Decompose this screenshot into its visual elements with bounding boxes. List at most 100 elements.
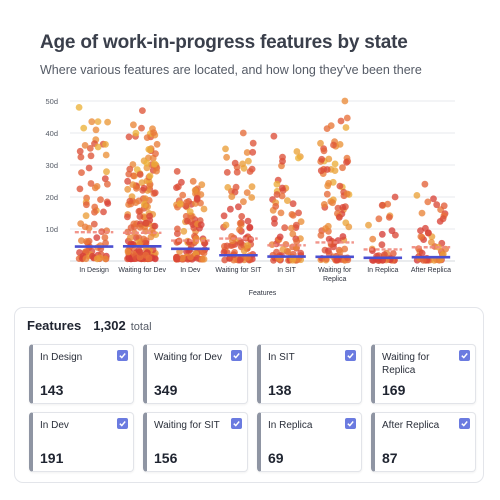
tile-in-sit[interactable]: In SIT 138 bbox=[257, 344, 362, 404]
data-point bbox=[179, 191, 187, 199]
data-point bbox=[136, 171, 144, 178]
data-point bbox=[421, 180, 429, 188]
data-point bbox=[75, 104, 83, 111]
data-point bbox=[85, 164, 93, 172]
data-point bbox=[146, 212, 154, 220]
data-point bbox=[276, 233, 284, 241]
data-point bbox=[174, 183, 182, 191]
data-point bbox=[200, 205, 208, 213]
checkbox-checked-icon[interactable] bbox=[345, 350, 356, 361]
data-point bbox=[330, 141, 337, 149]
data-point bbox=[288, 211, 296, 218]
data-point bbox=[317, 231, 325, 239]
data-point bbox=[433, 201, 441, 209]
data-point bbox=[173, 254, 181, 261]
data-point bbox=[339, 204, 347, 211]
data-point bbox=[131, 229, 139, 237]
data-point bbox=[174, 230, 181, 238]
data-point bbox=[279, 246, 287, 254]
data-point bbox=[136, 253, 144, 261]
data-point bbox=[323, 190, 331, 198]
checkbox-checked-icon[interactable] bbox=[231, 418, 242, 429]
data-point bbox=[103, 168, 110, 176]
data-point bbox=[325, 179, 332, 187]
data-point bbox=[143, 134, 151, 141]
data-point bbox=[278, 192, 286, 200]
data-point bbox=[102, 239, 109, 247]
tile-after-replica[interactable]: After Replica 87 bbox=[371, 412, 476, 472]
tile-in-dev[interactable]: In Dev 191 bbox=[29, 412, 134, 472]
checkbox-checked-icon[interactable] bbox=[231, 350, 242, 361]
data-point bbox=[284, 197, 291, 204]
data-point bbox=[138, 124, 145, 132]
data-point bbox=[297, 218, 305, 226]
feature-tiles: In Design 143 Waiting for Dev 349 In SIT… bbox=[29, 344, 476, 472]
x-tick-label: In Design bbox=[79, 267, 109, 274]
tile-waiting-for-dev[interactable]: Waiting for Dev 349 bbox=[143, 344, 248, 404]
data-point bbox=[146, 182, 154, 190]
data-point bbox=[236, 226, 244, 234]
data-point bbox=[226, 255, 233, 262]
features-total: 1,302 bbox=[93, 318, 126, 333]
tile-label: Waiting for SIT bbox=[154, 420, 220, 431]
data-point bbox=[418, 249, 426, 257]
tile-waiting-for-sit[interactable]: Waiting for SIT 156 bbox=[143, 412, 248, 472]
data-point bbox=[224, 184, 232, 191]
data-point bbox=[198, 181, 206, 189]
checkbox-checked-icon[interactable] bbox=[345, 418, 356, 429]
tile-waiting-for-replica[interactable]: Waiting for Replica 169 bbox=[371, 344, 476, 404]
data-point bbox=[378, 201, 386, 209]
data-point bbox=[318, 155, 326, 163]
data-point bbox=[391, 193, 399, 201]
checkbox-checked-icon[interactable] bbox=[117, 418, 128, 429]
data-point bbox=[222, 221, 230, 229]
checkbox-checked-icon[interactable] bbox=[459, 350, 470, 361]
data-point bbox=[333, 256, 341, 264]
data-point bbox=[136, 223, 144, 231]
data-point bbox=[136, 213, 144, 220]
data-point bbox=[325, 155, 333, 163]
data-point bbox=[147, 233, 155, 241]
data-point bbox=[424, 198, 432, 206]
data-point bbox=[91, 208, 98, 216]
data-point bbox=[145, 254, 153, 262]
data-point bbox=[322, 225, 329, 232]
data-point bbox=[125, 133, 133, 141]
x-tick-label: Replica bbox=[323, 276, 346, 283]
tile-count: 191 bbox=[40, 450, 64, 466]
data-point bbox=[337, 117, 345, 125]
data-point bbox=[153, 167, 160, 175]
data-point bbox=[152, 150, 159, 158]
data-point bbox=[245, 157, 252, 165]
data-point bbox=[293, 148, 301, 155]
data-point bbox=[320, 201, 328, 208]
tile-in-design[interactable]: In Design 143 bbox=[29, 344, 134, 404]
tile-in-replica[interactable]: In Replica 69 bbox=[257, 412, 362, 472]
tile-count: 69 bbox=[268, 450, 284, 466]
data-point bbox=[176, 200, 184, 208]
tile-label: Waiting for Dev bbox=[154, 352, 222, 363]
checkbox-checked-icon[interactable] bbox=[117, 350, 128, 361]
data-point bbox=[104, 118, 111, 126]
data-point bbox=[102, 151, 110, 159]
data-point bbox=[246, 168, 254, 175]
data-point bbox=[197, 221, 205, 229]
features-panel: Features 1,302 total In Design 143 Waiti… bbox=[14, 307, 484, 483]
data-point bbox=[227, 205, 234, 213]
data-point bbox=[92, 126, 100, 134]
data-point bbox=[130, 121, 137, 129]
data-point bbox=[100, 208, 107, 216]
y-tick-label: 20d bbox=[45, 193, 58, 202]
data-point bbox=[93, 255, 101, 263]
data-point bbox=[329, 199, 336, 207]
data-point bbox=[141, 201, 148, 209]
tile-count: 349 bbox=[154, 382, 178, 398]
data-point bbox=[125, 170, 133, 178]
data-point bbox=[336, 182, 344, 190]
data-point bbox=[76, 185, 84, 193]
data-point bbox=[388, 227, 396, 235]
data-point bbox=[343, 158, 350, 166]
data-point bbox=[293, 238, 301, 246]
tile-count: 138 bbox=[268, 382, 292, 398]
checkbox-checked-icon[interactable] bbox=[459, 418, 470, 429]
